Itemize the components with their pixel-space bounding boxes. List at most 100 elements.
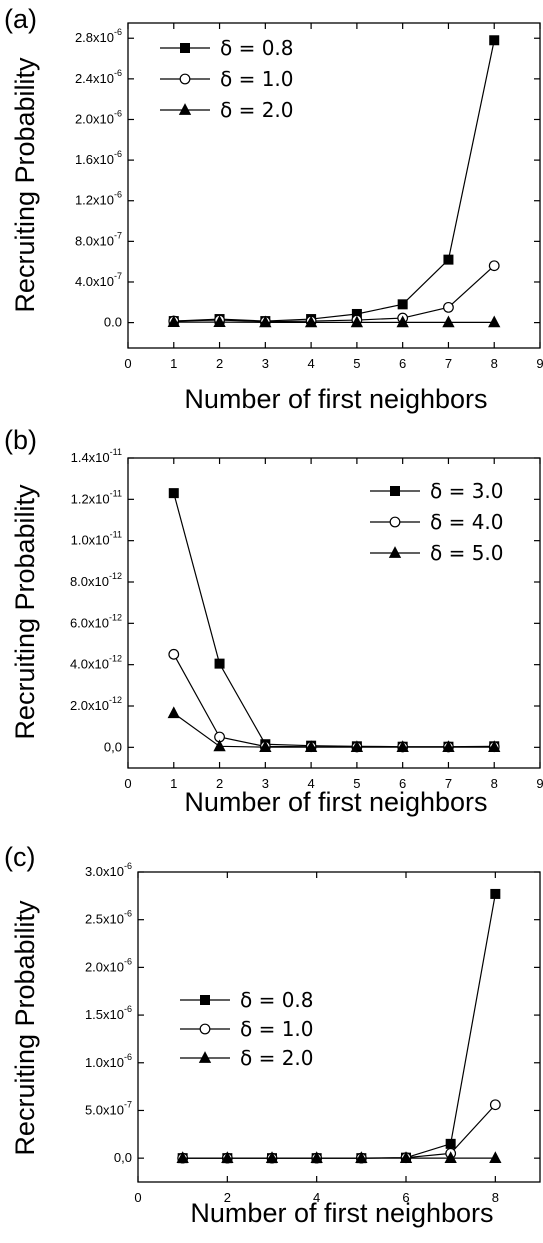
- y-tick-label: 2.0x10-6: [75, 108, 122, 126]
- data-point: [167, 706, 180, 719]
- series-line: [173, 40, 495, 322]
- data-point: [350, 740, 364, 753]
- x-tick-label: 6: [399, 356, 406, 371]
- y-tick-label: 4.0x10-12: [70, 654, 122, 672]
- y-tick-label: 1.0x10-11: [71, 530, 122, 548]
- legend-label: δ = 5.0: [430, 541, 504, 565]
- series-0: [168, 35, 500, 327]
- y-tick-label: 2.0x10-12: [70, 695, 122, 713]
- x-tick-label: 3: [262, 776, 269, 791]
- data-point: [443, 301, 454, 313]
- y-tick-label: 0.0: [104, 315, 122, 330]
- legend-label: δ = 3.0: [430, 479, 504, 503]
- x-tick-label: 6: [402, 1190, 409, 1205]
- y-tick-label: 5.0x10-7: [85, 1099, 132, 1117]
- x-tick-label: 2: [216, 776, 223, 791]
- x-tick-label: 1: [170, 776, 177, 791]
- data-point: [444, 1151, 457, 1164]
- data-point: [265, 1151, 279, 1164]
- data-point: [304, 740, 318, 753]
- data-point: [490, 888, 501, 899]
- x-tick-label: 0: [124, 356, 131, 371]
- data-point: [442, 740, 455, 753]
- legend: δ = 0.8 δ = 1.0 δ = 2.0: [180, 988, 314, 1070]
- legend-marker: [180, 43, 190, 53]
- x-tick-label: 6: [399, 776, 406, 791]
- data-point: [488, 315, 501, 328]
- legend-label: δ = 0.8: [220, 36, 294, 60]
- y-tick-label: 2.5x10-6: [85, 909, 132, 927]
- x-tick-label: 5: [353, 356, 360, 371]
- data-point: [443, 254, 454, 265]
- data-point: [176, 1151, 189, 1164]
- plot-frame: [137, 871, 541, 1183]
- y-axis-title: Recruiting Probability: [10, 57, 40, 313]
- y-tick-label: 1.2x10-11: [71, 488, 122, 506]
- x-tick-label: 2: [216, 356, 223, 371]
- data-point: [445, 1138, 456, 1149]
- data-point: [259, 315, 272, 328]
- x-tick-label: 9: [536, 776, 543, 791]
- data-point: [489, 1099, 501, 1111]
- y-tick-label: 2.8x10-6: [75, 27, 122, 45]
- chart-panel-0: 0 1 2 3 4 5 6 7 8 9 0.0 4.0x10-7 8.0x10-7 1.2x10-6 1.6…: [4, 4, 543, 414]
- series-0: [177, 888, 501, 1164]
- x-tick-label: 1: [170, 356, 177, 371]
- series-2: [167, 706, 501, 753]
- panel-label: (b): [4, 425, 37, 455]
- data-point: [396, 740, 409, 753]
- data-point: [304, 315, 318, 328]
- data-point: [397, 299, 408, 310]
- y-tick-label: 1.4x10-11: [71, 447, 122, 465]
- y-tick-label: 3.0x10-6: [85, 861, 132, 879]
- data-point: [167, 315, 180, 328]
- legend-label: δ = 0.8: [240, 988, 314, 1012]
- y-tick-label: 1.2x10-6: [75, 190, 122, 208]
- data-point: [168, 648, 180, 660]
- legend-marker: [389, 516, 401, 528]
- legend-marker: [388, 546, 402, 558]
- data-point: [489, 1151, 502, 1164]
- series-line: [173, 712, 495, 748]
- x-tick-label: 9: [536, 356, 543, 371]
- x-axis-title: Number of first neighbors: [184, 787, 487, 817]
- x-axis-title: Number of first neighbors: [184, 384, 487, 414]
- series-2: [167, 315, 501, 328]
- data-point: [221, 1151, 234, 1164]
- y-tick-label: 2.4x10-6: [75, 68, 122, 86]
- y-tick-label: 1.0x10-6: [85, 1052, 132, 1070]
- legend-label: δ = 1.0: [220, 67, 294, 91]
- y-tick-label: 6.0x10-12: [70, 612, 122, 630]
- panel-label: (c): [4, 842, 35, 872]
- data-point: [355, 1151, 368, 1164]
- data-point: [310, 1151, 323, 1164]
- x-tick-label: 3: [262, 356, 269, 371]
- legend-label: δ = 2.0: [220, 98, 294, 122]
- legend-marker: [199, 1023, 211, 1035]
- x-tick-label: 4: [313, 1190, 320, 1205]
- y-tick-label: 4.0x10-7: [75, 271, 122, 289]
- data-point: [213, 315, 226, 328]
- series-line: [173, 265, 495, 323]
- chart-panel-1: 0 1 2 3 4 5 6 7 8 9 0,0 2.0x10-12 4.0x10-12 6.0x10-12…: [4, 425, 543, 817]
- legend: δ = 3.0 δ = 4.0 δ = 5.0: [370, 479, 504, 565]
- data-point: [488, 740, 501, 753]
- y-tick-label: 0,0: [104, 739, 122, 754]
- y-axis-title: Recruiting Probability: [10, 484, 40, 740]
- data-point: [213, 739, 226, 752]
- legend-marker: [178, 103, 192, 115]
- data-point: [442, 315, 455, 328]
- data-point: [259, 740, 272, 753]
- y-tick-label: 2.0x10-6: [85, 956, 132, 974]
- legend-marker: [200, 995, 210, 1005]
- data-point: [399, 1151, 413, 1164]
- y-tick-label: 1.5x10-6: [85, 1004, 132, 1022]
- x-tick-label: 4: [307, 776, 314, 791]
- x-tick-label: 8: [492, 1190, 499, 1205]
- y-tick-label: 8.0x10-7: [75, 230, 122, 248]
- chart-panel-2: 0 2 4 6 8 0,0 5.0x10-7 1.0x10-6 1.5x10-6 2.0x10-6…: [4, 842, 541, 1228]
- y-axis-title: Recruiting Probability: [10, 900, 40, 1156]
- y-tick-label: 1.6x10-6: [75, 149, 122, 167]
- x-tick-label: 2: [224, 1190, 231, 1205]
